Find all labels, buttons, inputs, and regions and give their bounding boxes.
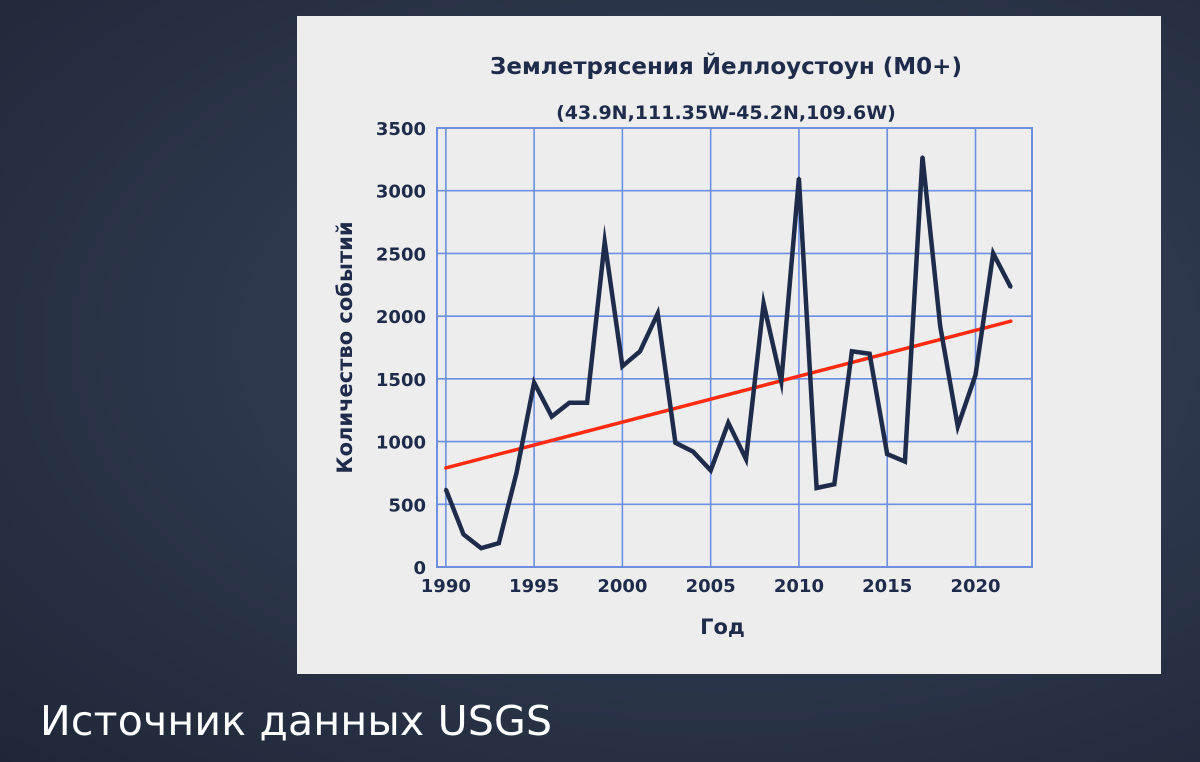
data-point — [656, 312, 660, 316]
data-point — [603, 240, 607, 244]
data-point — [991, 251, 995, 255]
series-line — [443, 156, 1013, 551]
data-point — [444, 487, 448, 491]
data-point — [938, 324, 942, 328]
data-point — [797, 176, 801, 180]
data-point — [638, 349, 642, 353]
data-point — [461, 532, 465, 536]
y-tick-label: 0 — [413, 558, 426, 579]
y-tick-label: 500 — [388, 495, 426, 516]
data-point — [585, 401, 589, 405]
source-caption: Источник данных USGS — [40, 697, 553, 745]
chart-title: Землетрясения Йеллоустоун (M0+) — [490, 52, 962, 80]
data-point — [885, 452, 889, 456]
data-point — [779, 379, 783, 383]
y-axis-label: Количество событий — [333, 221, 357, 473]
data-point — [479, 546, 483, 550]
data-point — [514, 471, 518, 475]
data-point — [691, 450, 695, 454]
y-tick-label: 1000 — [376, 433, 426, 454]
data-point — [832, 482, 836, 486]
data-point — [1009, 285, 1013, 289]
data-point — [921, 155, 925, 159]
data-point — [726, 421, 730, 425]
chart-subtitle: (43.9N,111.35W-45.2N,109.6W) — [556, 102, 896, 124]
data-point — [709, 468, 713, 472]
y-tick-label: 3500 — [376, 119, 426, 140]
x-tick-label: 2015 — [862, 576, 912, 597]
x-tick-label: 1995 — [509, 576, 559, 597]
data-point — [744, 457, 748, 461]
chart-panel: Землетрясения Йеллоустоун (M0+) (43.9N,11… — [297, 16, 1161, 674]
data-point — [620, 364, 624, 368]
data-point — [850, 349, 854, 353]
data-point — [497, 541, 501, 545]
y-tick-label: 2000 — [376, 307, 426, 328]
data-point — [762, 302, 766, 306]
data-point — [550, 414, 554, 418]
x-tick-label: 1990 — [421, 576, 471, 597]
x-tick-label: 2020 — [950, 576, 1000, 597]
x-axis-label: Год — [700, 615, 745, 639]
data-point — [974, 373, 978, 377]
data-point — [532, 381, 536, 385]
data-point — [567, 401, 571, 405]
data-point — [815, 486, 819, 490]
x-tick-label: 2000 — [597, 576, 647, 597]
x-tick-label: 2010 — [774, 576, 824, 597]
y-tick-label: 3000 — [376, 182, 426, 203]
data-point — [673, 441, 677, 445]
data-point — [868, 352, 872, 356]
data-point — [903, 460, 907, 464]
y-tick-label: 1500 — [376, 370, 426, 391]
x-tick-label: 2005 — [686, 576, 736, 597]
trend-line — [444, 319, 1013, 470]
chart-svg: Землетрясения Йеллоустоун (M0+) (43.9N,11… — [333, 52, 1033, 639]
data-point — [956, 425, 960, 429]
y-tick-label: 2500 — [376, 244, 426, 265]
